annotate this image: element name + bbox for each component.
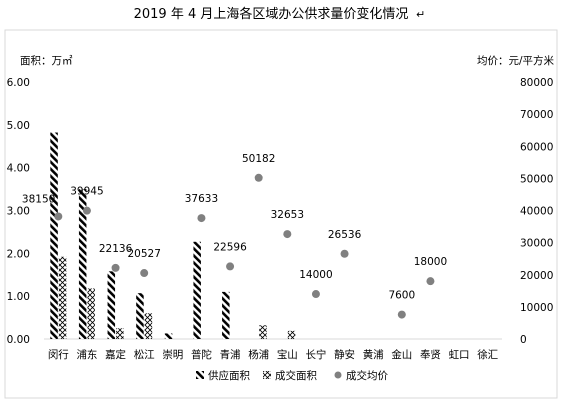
price-point: [226, 262, 235, 271]
price-point: [54, 212, 63, 221]
price-data-label: 14000: [299, 269, 332, 281]
price-data-label: 26536: [328, 229, 362, 241]
y-right-tick-label: 20000: [520, 270, 553, 282]
price-data-label: 18000: [414, 256, 447, 268]
x-tick-label: 长宁: [305, 348, 326, 361]
y-right-tick-label: 80000: [520, 77, 553, 89]
deal-bar: [87, 288, 95, 339]
price-data-label: 22136: [99, 243, 133, 255]
title-return-mark: ↵: [416, 8, 425, 21]
chart-title: 2019 年 4 月上海各区域办公供求量价变化情况: [134, 6, 409, 22]
price-point: [254, 173, 263, 182]
price-point: [311, 290, 320, 299]
x-tick-label: 青浦: [220, 348, 241, 361]
outer-frame: [4, 29, 558, 399]
x-tick-label: 虹口: [449, 349, 470, 361]
price-data-label: 32653: [271, 209, 304, 221]
x-tick-label: 嘉定: [105, 348, 126, 361]
price-data-label: 7600: [388, 290, 415, 302]
supply-bar: [193, 241, 201, 339]
x-tick-label: 普陀: [191, 348, 212, 361]
y-right-tick-label: 70000: [520, 109, 553, 121]
legend-label-supply: 供应面积: [208, 369, 250, 382]
x-tick-label: 崇明: [162, 349, 183, 361]
x-tick-label: 金山: [391, 348, 412, 361]
y-left-tick-label: 0.00: [7, 334, 30, 346]
y-left-tick-label: 4.00: [7, 163, 30, 175]
supply-bar: [164, 333, 173, 339]
legend-swatch-deal: [263, 371, 271, 379]
y-left-tick-label: 5.00: [7, 120, 30, 132]
y-right-tick-label: 30000: [520, 238, 553, 250]
y-right-ticks: 0 10000 20000 30000 40000 50000 60000 70000 8000…: [520, 77, 553, 346]
price-data-label: 22596: [213, 241, 247, 253]
x-tick-label: 松江: [134, 348, 155, 361]
y-left-tick-label: 3.00: [7, 206, 30, 218]
x-tick-labels: 闵行 浦东 嘉定 松江 崇明 普陀 青浦 杨浦 宝山 长宁 静安 黄浦 金山 奉贤 虹口 徐汇: [48, 348, 498, 361]
price-point: [82, 206, 91, 215]
price-data-label: 50182: [242, 153, 275, 165]
deal-bar: [144, 313, 153, 339]
x-tick-label: 徐汇: [477, 348, 498, 361]
price-data-label: 20527: [127, 248, 160, 260]
y-left-axis-label: 面积：万㎡: [20, 55, 73, 67]
price-point: [283, 230, 292, 239]
x-tick-label: 浦东: [76, 348, 97, 361]
deal-bar: [259, 325, 267, 339]
legend-swatch-price: [334, 371, 342, 379]
x-tick-label: 静安: [334, 348, 355, 361]
y-left-tick-label: 6.00: [7, 77, 30, 89]
y-right-tick-label: 40000: [520, 206, 553, 218]
supply-bar: [222, 291, 230, 339]
supply-bar: [78, 189, 87, 339]
x-tick-label: 黄浦: [363, 348, 384, 361]
price-point: [397, 310, 406, 319]
deal-bar: [116, 328, 124, 339]
x-tick-label: 奉贤: [420, 348, 441, 361]
y-right-tick-label: 50000: [520, 173, 553, 185]
deal-bar: [58, 256, 67, 339]
price-data-label: 37633: [185, 193, 218, 205]
y-right-axis-label: 均价：元/平方米: [477, 54, 555, 67]
y-left-ticks: 0.00 1.00 2.00 3.00 4.00 5.00 6.00: [7, 77, 30, 346]
y-right-tick-label: 60000: [520, 141, 553, 153]
price-data-label: 39945: [70, 186, 103, 198]
y-right-tick-label: 0: [520, 334, 527, 346]
x-tick-label: 宝山: [277, 348, 298, 361]
deal-bar: [287, 330, 296, 339]
y-right-tick-label: 10000: [520, 302, 553, 314]
legend-label-deal: 成交面积: [275, 369, 317, 382]
legend-swatch-supply: [196, 371, 204, 379]
bars-group: [50, 132, 296, 339]
legend-label-price: 成交均价: [346, 369, 388, 382]
supply-bar: [50, 132, 58, 339]
supply-bar: [136, 293, 144, 339]
price-point: [111, 263, 120, 272]
x-tick-label: 闵行: [48, 348, 69, 361]
y-left-tick-label: 1.00: [7, 291, 30, 303]
price-data-label: 38150: [22, 193, 55, 205]
legend: 供应面积 成交面积 成交均价: [196, 369, 388, 382]
price-point: [197, 214, 206, 223]
supply-bar: [107, 271, 116, 339]
price-point: [140, 269, 149, 278]
x-tick-label: 杨浦: [248, 348, 269, 361]
price-point: [426, 277, 435, 286]
price-point: [340, 249, 349, 258]
y-left-tick-label: 2.00: [7, 248, 30, 260]
